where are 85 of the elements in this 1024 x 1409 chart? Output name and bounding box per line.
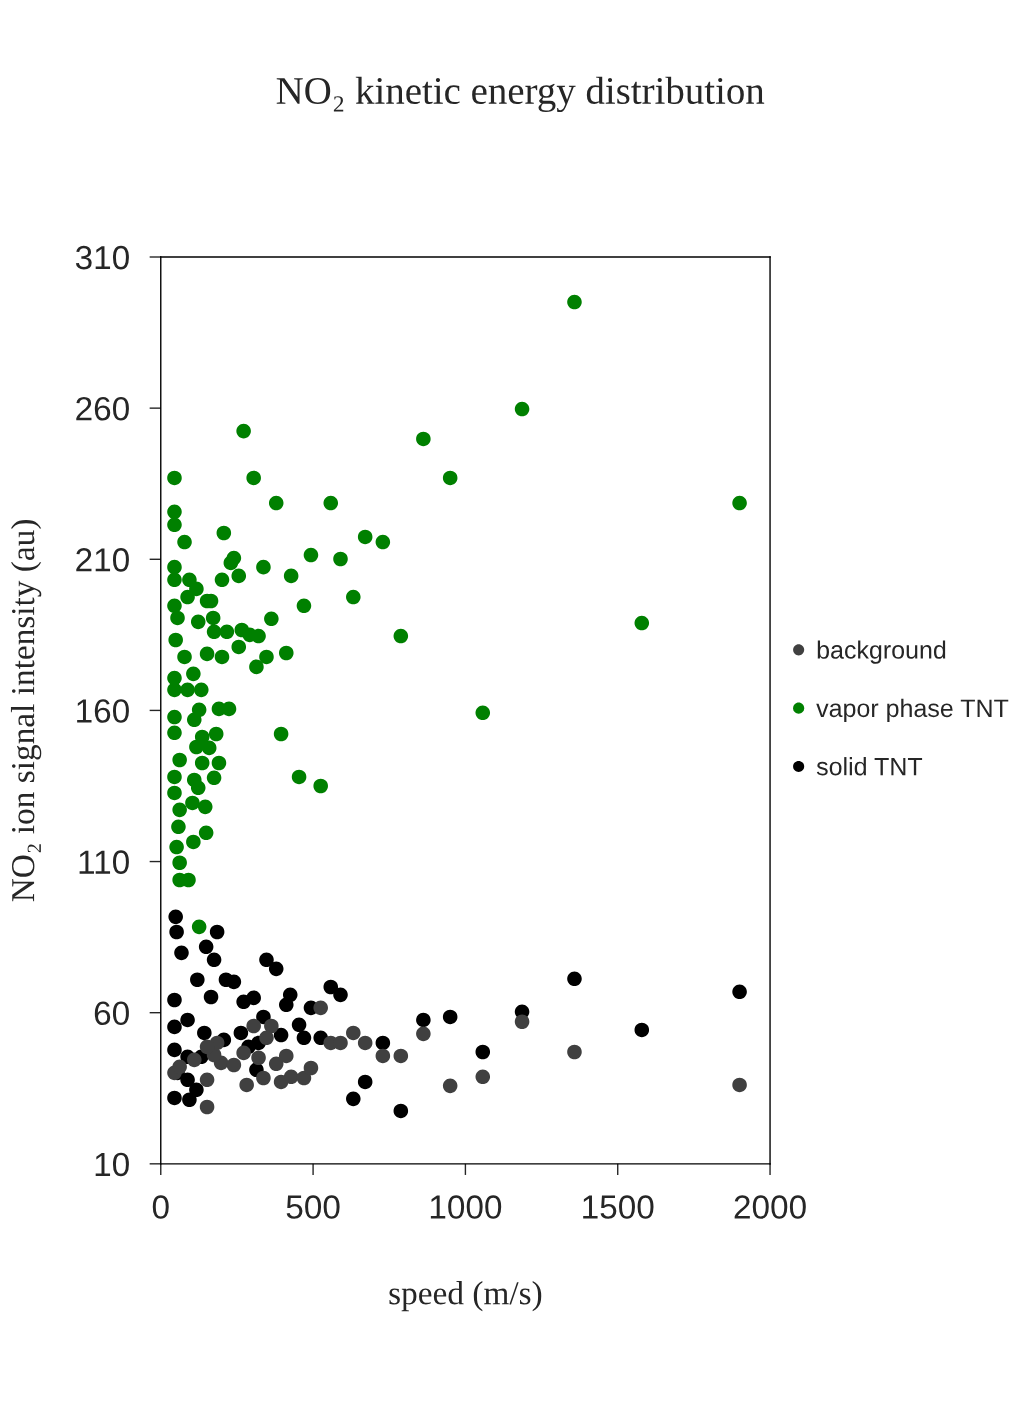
point (393, 1048, 409, 1064)
point (475, 1044, 491, 1060)
chart-title: NO₂ kinetic energy distribution (276, 76, 765, 113)
point (313, 1000, 328, 1016)
point (206, 952, 222, 968)
y-tick-label: 10 (95, 1152, 129, 1177)
point (236, 1045, 251, 1061)
x-tick-label: 500 (286, 1195, 340, 1219)
point (357, 1035, 373, 1051)
point (268, 1056, 284, 1072)
point (198, 939, 214, 955)
point (283, 1069, 299, 1085)
point (268, 961, 284, 977)
point (567, 1044, 582, 1060)
x-tick-label: 0 (152, 1195, 169, 1219)
point (180, 1072, 195, 1088)
point (732, 984, 747, 1000)
point (197, 1025, 212, 1041)
point (172, 1059, 187, 1075)
x-tick-label: 2000 (734, 1195, 806, 1219)
point (475, 1069, 491, 1085)
point (169, 924, 184, 940)
point (167, 1042, 182, 1058)
point (393, 1103, 409, 1119)
point (259, 1030, 274, 1046)
x-tick-label: 1000 (430, 1195, 502, 1219)
legend-label: vapor phase TNT (816, 698, 1009, 723)
point (226, 1057, 242, 1073)
point (168, 909, 183, 925)
point (167, 1019, 182, 1035)
point (273, 1027, 289, 1043)
point (167, 1090, 182, 1106)
y-tick-label: 110 (79, 850, 129, 874)
point (226, 974, 242, 990)
legend-label: background (817, 640, 946, 664)
y-axis-title: NO₂ ion signal intensity (au) (10, 519, 42, 902)
y-tick-label: 210 (76, 548, 129, 572)
point (174, 945, 189, 961)
point (199, 1099, 215, 1115)
point (323, 979, 339, 995)
point (333, 1035, 348, 1051)
x-tick-label: 1500 (583, 1195, 654, 1219)
point (264, 1018, 279, 1034)
point (167, 992, 182, 1008)
point (259, 952, 274, 968)
point (180, 1012, 195, 1028)
point (291, 1017, 307, 1033)
point (246, 990, 261, 1006)
point (442, 1009, 458, 1025)
point (199, 1072, 215, 1088)
point (251, 1050, 266, 1066)
point (209, 924, 225, 940)
point (346, 1025, 361, 1041)
point (375, 1048, 391, 1064)
legend-label: solid TNT (816, 757, 923, 776)
y-tick-label: 60 (94, 1001, 129, 1026)
point (634, 1022, 650, 1038)
point (233, 1025, 249, 1041)
point (256, 1070, 271, 1086)
x-axis-title: speed (m/s) (389, 1281, 542, 1312)
point (190, 972, 205, 988)
point (442, 1078, 458, 1094)
point (346, 1091, 361, 1107)
point (567, 971, 582, 987)
point (246, 1018, 261, 1034)
point (514, 1014, 530, 1030)
point (296, 1070, 312, 1086)
point (333, 987, 348, 1003)
point (357, 1074, 373, 1090)
point (296, 1030, 312, 1046)
y-tick-label: 160 (77, 699, 129, 723)
point (416, 1012, 431, 1028)
point (416, 1026, 431, 1042)
y-tick-label: 260 (76, 396, 129, 421)
point (732, 1077, 747, 1093)
point (186, 1052, 202, 1068)
point (279, 1048, 294, 1064)
point (189, 1082, 204, 1098)
point (375, 1035, 391, 1051)
point (182, 1092, 197, 1108)
y-tick-label: 310 (75, 245, 129, 270)
point (303, 1060, 319, 1076)
point (203, 989, 219, 1005)
point (239, 1077, 254, 1093)
point (279, 997, 294, 1013)
